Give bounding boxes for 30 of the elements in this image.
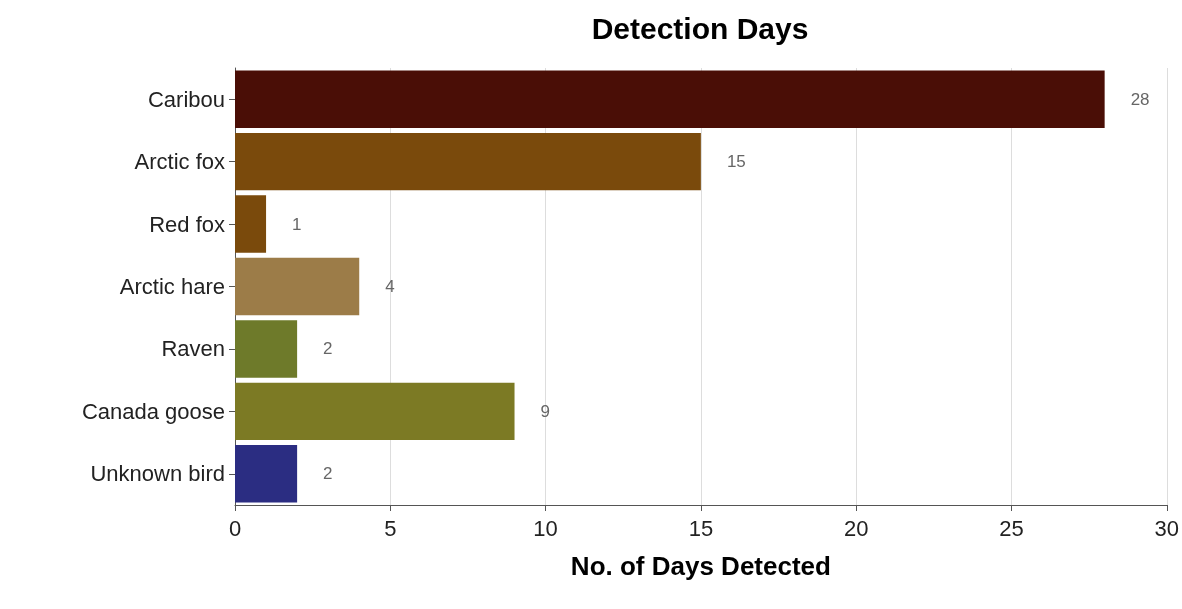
bar (235, 195, 267, 253)
x-tick-label: 25 (999, 515, 1024, 541)
bar (235, 70, 1105, 128)
data-label: 4 (385, 277, 395, 296)
bar (235, 257, 360, 316)
x-tick-label: 30 (1154, 515, 1180, 541)
y-tick-label: Raven (161, 336, 225, 362)
y-tick-label: Arctic fox (134, 149, 225, 175)
data-label: 28 (1130, 89, 1150, 109)
data-label: 2 (323, 464, 333, 484)
x-axis-title: No. of Days Detected (570, 551, 831, 581)
y-tick-label: Unknown bird (90, 461, 225, 487)
x-tick-label: 0 (228, 515, 242, 541)
bar (235, 382, 515, 441)
y-tick-label: Canada goose (81, 398, 225, 424)
x-tick-label: 15 (688, 515, 714, 541)
data-label: 15 (726, 152, 746, 172)
bar (235, 320, 298, 378)
data-label: 2 (323, 339, 333, 359)
data-label: 9 (540, 401, 550, 421)
y-tick-label: Arctic hare (119, 274, 225, 299)
x-tick-label: 20 (843, 515, 869, 541)
y-tick-label: Red fox (149, 211, 225, 237)
y-tick-label: Caribou (147, 86, 225, 112)
chart-title: Detection Days (591, 11, 809, 45)
data-label: 1 (292, 214, 302, 234)
bar (235, 132, 701, 191)
x-tick-label: 10 (533, 515, 558, 541)
x-tick-label: 5 (384, 515, 397, 541)
bar (235, 445, 298, 503)
